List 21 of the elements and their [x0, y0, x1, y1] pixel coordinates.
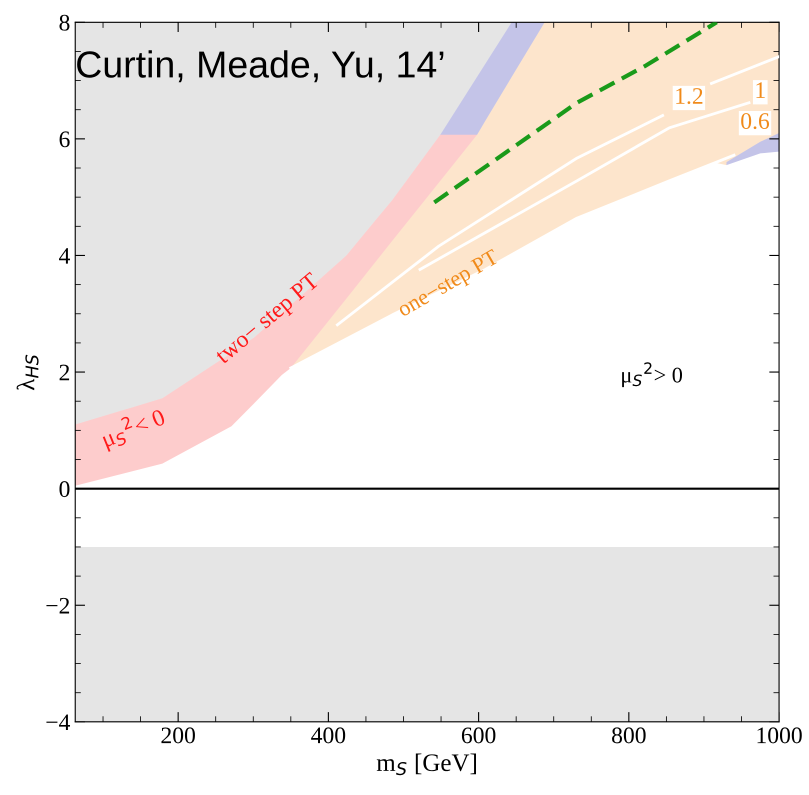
y-tick-label: 4 — [59, 248, 70, 264]
y-tick-label: 2 — [60, 364, 70, 380]
y-tick-label: −4 — [46, 714, 70, 730]
x-tick-label: 600 — [462, 727, 496, 744]
annotation: 1 — [756, 82, 765, 98]
x-tick-label: 400 — [311, 727, 346, 744]
y-tick-label: 6 — [60, 131, 70, 148]
annotation: Curtin, Meade, Yu, 14’ — [77, 50, 444, 82]
y-axis-title: λ$_{HS}$ — [16, 354, 39, 390]
x-tick-label: 200 — [161, 727, 195, 744]
annotation: two− step PT — [214, 272, 323, 368]
annotation: 0.6 — [741, 113, 770, 130]
x-tick-label: 800 — [612, 727, 646, 744]
y-tick-label: 8 — [59, 14, 70, 31]
y-tick-label: 0 — [59, 481, 70, 498]
annotation: μ$_{S}$$^{2}$> 0 — [622, 362, 682, 388]
annotation: 1.2 — [676, 88, 702, 104]
y-tick-label: −2 — [46, 598, 70, 614]
x-tick-label: 1000 — [758, 727, 802, 744]
annotation: μ$_{S}$$^{2}$< 0 — [98, 404, 168, 452]
x-axis-title: m$_{S}$ [GeV] — [376, 754, 476, 776]
